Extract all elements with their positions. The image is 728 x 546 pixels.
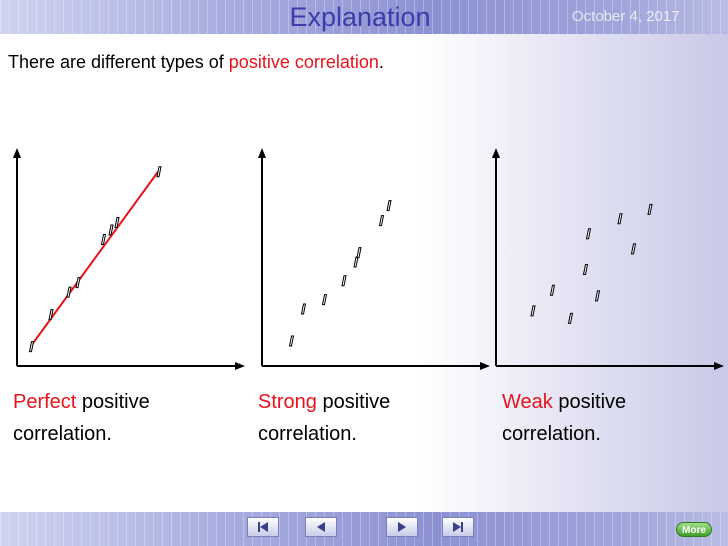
- y-axis-arrow: [258, 148, 266, 158]
- intro-sentence: There are different types of positive co…: [8, 52, 384, 73]
- y-axis-arrow: [492, 148, 500, 158]
- nav-next-button[interactable]: [386, 517, 418, 537]
- data-point: [321, 294, 328, 306]
- data-point: [549, 284, 556, 296]
- caption-weak-line2: correlation.: [502, 423, 601, 445]
- caption-strong-highlight: Strong: [258, 391, 317, 413]
- caption-strong-line2: correlation.: [258, 423, 357, 445]
- data-point: [75, 277, 81, 289]
- caption-perfect-highlight: Perfect: [13, 391, 77, 413]
- caption-weak-highlight: Weak: [502, 391, 553, 413]
- data-point: [378, 215, 385, 227]
- data-point: [108, 224, 114, 236]
- caption-strong: Strong positive correlation.: [258, 386, 390, 450]
- x-axis-arrow: [235, 362, 245, 370]
- data-point: [48, 309, 54, 321]
- footer-bar: [0, 512, 728, 546]
- x-axis-arrow: [714, 362, 724, 370]
- first-icon: [258, 522, 268, 532]
- data-point: [288, 335, 295, 347]
- intro-highlight: positive correlation: [228, 52, 379, 72]
- intro-text: There are different types of: [8, 52, 229, 72]
- nav-first-button[interactable]: [247, 517, 279, 537]
- data-point: [28, 341, 35, 353]
- slide-date: October 4, 2017: [572, 8, 680, 25]
- caption-weak-rest: positive: [552, 391, 627, 413]
- data-point: [356, 247, 362, 259]
- trend-line: [29, 171, 159, 348]
- previous-icon: [317, 522, 325, 532]
- y-axis-arrow: [13, 148, 21, 158]
- data-point: [647, 203, 653, 215]
- caption-strong-rest: positive: [316, 391, 391, 413]
- more-button[interactable]: More: [676, 522, 712, 537]
- data-point: [386, 200, 392, 212]
- x-axis-arrow: [480, 362, 490, 370]
- intro-period: .: [378, 52, 384, 72]
- data-point: [582, 264, 589, 276]
- header-bar: [0, 0, 728, 34]
- last-icon: [453, 522, 463, 532]
- caption-perfect-rest: positive: [76, 391, 150, 413]
- page-title: Explanation: [289, 2, 431, 32]
- data-point: [341, 275, 347, 287]
- data-point: [567, 312, 574, 324]
- data-point: [100, 233, 107, 245]
- data-point: [630, 243, 637, 255]
- data-point: [114, 217, 120, 229]
- nav-last-button[interactable]: [442, 517, 474, 537]
- data-point: [530, 305, 536, 317]
- data-point: [353, 256, 359, 268]
- data-point: [300, 303, 307, 315]
- data-point: [617, 213, 623, 225]
- data-point: [66, 286, 72, 298]
- data-point: [156, 166, 162, 178]
- next-icon: [398, 522, 406, 532]
- caption-perfect: Perfect positive correlation.: [13, 386, 150, 450]
- caption-perfect-line2: correlation.: [13, 423, 112, 445]
- caption-weak: Weak positive correlation.: [502, 386, 626, 450]
- nav-previous-button[interactable]: [305, 517, 337, 537]
- data-point: [594, 290, 601, 302]
- data-point: [585, 228, 592, 240]
